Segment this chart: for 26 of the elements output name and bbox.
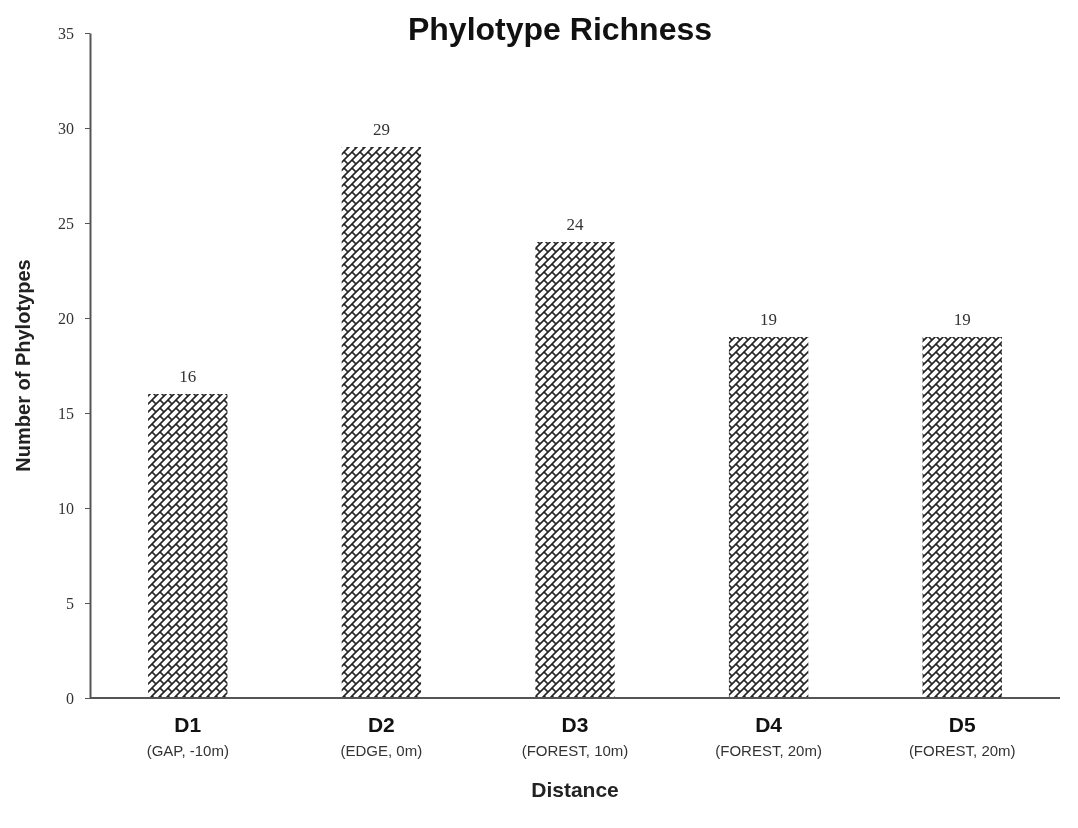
chart-title: Phylotype Richness (407, 11, 713, 47)
y-tick-label: 5 (66, 594, 74, 612)
bar (148, 394, 228, 698)
x-tick-label: D3 (FOREST, 10m) (521, 713, 629, 759)
y-tick-label: 30 (58, 119, 74, 137)
y-tick-label: 20 (58, 309, 74, 327)
data-label: 19 (760, 310, 778, 329)
data-label: 24 (566, 215, 584, 234)
x-tick-label: D5 (FOREST, 20m) (908, 713, 1016, 759)
y-tick-label: 35 (58, 24, 74, 42)
y-tick-label: 15 (58, 404, 74, 422)
y-tick-label: 0 (66, 689, 74, 707)
y-tick-label: 25 (58, 214, 74, 232)
x-tick-label: D1 (GAP, -10m) (146, 713, 229, 759)
bar (728, 337, 809, 698)
x-tick-label: D2 (EDGE, 0m) (340, 713, 423, 759)
bar (922, 337, 1002, 698)
bar (535, 242, 615, 698)
data-label: 29 (372, 120, 390, 139)
x-tick-label: D4 (FOREST, 20m) (715, 713, 822, 759)
data-label: 16 (179, 367, 197, 386)
x-axis-title: Distance (531, 778, 619, 801)
bar (341, 147, 422, 698)
y-tick-label: 10 (58, 499, 74, 517)
y-axis-title: Number of Phylotypes (12, 259, 34, 472)
data-label: 19 (953, 310, 971, 329)
